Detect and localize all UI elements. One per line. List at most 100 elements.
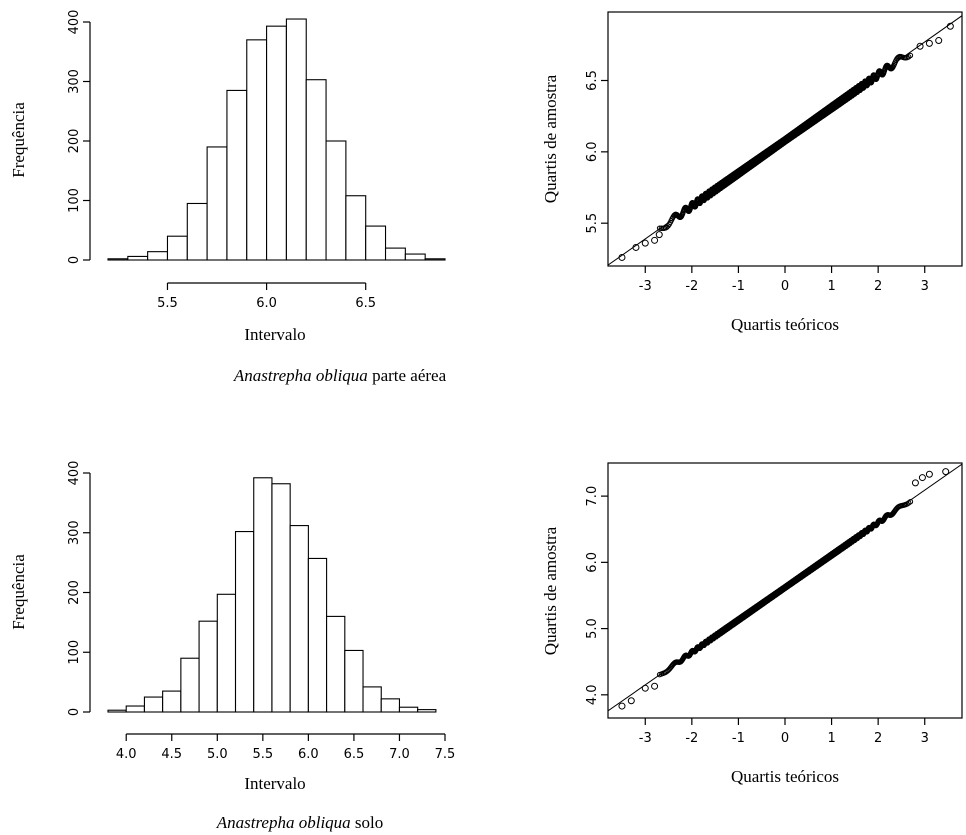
y-tick-label: 300: [67, 520, 82, 545]
histogram-bar: [271, 483, 291, 713]
y-tick-label: 5.0: [585, 618, 600, 639]
y-tick-label: 5.5: [585, 213, 600, 234]
plot-area: [608, 463, 962, 712]
histogram-bar: [326, 615, 346, 713]
x-axis-label: Intervalo: [244, 325, 305, 344]
x-tick-label: -1: [732, 731, 745, 746]
x-tick-label: -1: [732, 279, 745, 294]
histogram-bar: [226, 89, 248, 261]
histogram-bar: [289, 525, 309, 713]
x-tick-label: 1: [827, 731, 835, 746]
histogram-bar: [234, 531, 255, 713]
histogram-bar: [404, 253, 426, 261]
data-point: [641, 239, 649, 247]
caption-parte-aerea: Anastrepha obliqua parte aérea: [233, 366, 447, 385]
histogram-bar: [384, 247, 406, 261]
x-tick-label: 4.5: [161, 747, 182, 762]
y-tick-label: 0: [67, 708, 82, 716]
x-axis-label: Quartis teóricos: [731, 767, 839, 786]
histogram-bar: [125, 705, 145, 713]
histogram-parte-aerea: 5.5 6.0 6.50100200300400IntervaloFrequênci…: [9, 10, 446, 344]
x-tick-label: 5.5: [252, 747, 273, 762]
histogram-bar: [253, 477, 273, 713]
y-tick-label: 0: [67, 256, 82, 264]
histogram-bar: [186, 202, 208, 261]
x-tick-label: 6.5: [355, 296, 376, 311]
data-point: [918, 474, 926, 482]
x-tick-label: 6.5: [344, 747, 365, 762]
x-tick-label: 3: [921, 279, 929, 294]
data-point: [655, 231, 663, 239]
data-point: [935, 37, 943, 45]
data-point: [618, 702, 626, 710]
reference-line: [608, 15, 962, 266]
histogram-bar: [162, 690, 182, 713]
histogram-bar: [127, 255, 149, 261]
x-tick-label: 0: [781, 731, 789, 746]
data-point: [925, 39, 933, 47]
x-tick-label: 6.0: [298, 747, 319, 762]
y-tick-label: 200: [67, 129, 82, 154]
data-point: [925, 470, 933, 478]
histogram-bar: [325, 140, 347, 261]
data-point: [651, 236, 659, 244]
histogram-bar: [344, 649, 364, 713]
x-tick-label: -2: [685, 279, 698, 294]
y-axis-label: Frequência: [9, 102, 28, 178]
x-axis-label: Quartis teóricos: [731, 315, 839, 334]
x-tick-label: 2: [874, 731, 882, 746]
caption-solo: Anastrepha obliqua solo: [216, 813, 384, 832]
histogram-bar: [166, 235, 188, 261]
histogram-bar: [305, 79, 327, 261]
data-point: [907, 52, 914, 59]
x-tick-label: 6.0: [256, 296, 277, 311]
histogram-bar: [266, 25, 287, 261]
y-tick-label: 4.0: [585, 684, 600, 705]
histogram-solo: 4.0 4.5 5.0 5.5 6.0 6.5 7.0 7.50100200300400Int…: [9, 461, 455, 793]
histogram-bar: [246, 39, 268, 261]
histogram-bar: [107, 709, 127, 713]
x-tick-label: 7.0: [389, 747, 410, 762]
reference-line: [608, 463, 962, 712]
histogram-bar: [307, 557, 328, 713]
histogram-bar: [345, 195, 367, 261]
y-axis-label: Frequência: [9, 554, 28, 630]
y-tick-label: 200: [67, 580, 82, 605]
histogram-bar: [206, 146, 228, 261]
histogram-bar: [417, 709, 437, 713]
x-tick-label: -2: [685, 731, 698, 746]
histogram-bar: [180, 657, 200, 713]
histogram-bar: [107, 258, 129, 261]
histogram-bar: [198, 620, 218, 713]
histogram-bar: [424, 258, 446, 261]
histogram-bar: [216, 593, 237, 713]
histogram-bar: [398, 706, 419, 713]
histogram-bar: [147, 251, 169, 261]
y-tick-label: 7.0: [585, 486, 600, 507]
y-tick-label: 6.0: [585, 552, 600, 573]
histogram-bar: [285, 18, 307, 261]
y-tick-label: 400: [67, 10, 82, 35]
x-tick-label: 4.0: [116, 747, 137, 762]
y-tick-label: 6.0: [585, 141, 600, 162]
x-tick-label: 7.5: [435, 747, 456, 762]
histogram-bar: [365, 225, 387, 261]
y-tick-label: 100: [67, 640, 82, 665]
x-tick-label: 0: [781, 279, 789, 294]
x-tick-label: -3: [639, 279, 652, 294]
x-tick-label: 1: [827, 279, 835, 294]
x-tick-label: -3: [639, 731, 652, 746]
data-point: [651, 682, 659, 690]
y-tick-label: 400: [67, 461, 82, 486]
data-point: [916, 42, 924, 50]
x-tick-label: 5.0: [207, 747, 228, 762]
histogram-bar: [380, 698, 401, 713]
data-point: [627, 697, 635, 705]
y-tick-label: 300: [67, 69, 82, 94]
plot-area: [608, 15, 962, 266]
data-point: [911, 479, 919, 487]
y-tick-label: 6.5: [585, 70, 600, 91]
y-axis-label: Quartis de amostra: [541, 526, 560, 655]
